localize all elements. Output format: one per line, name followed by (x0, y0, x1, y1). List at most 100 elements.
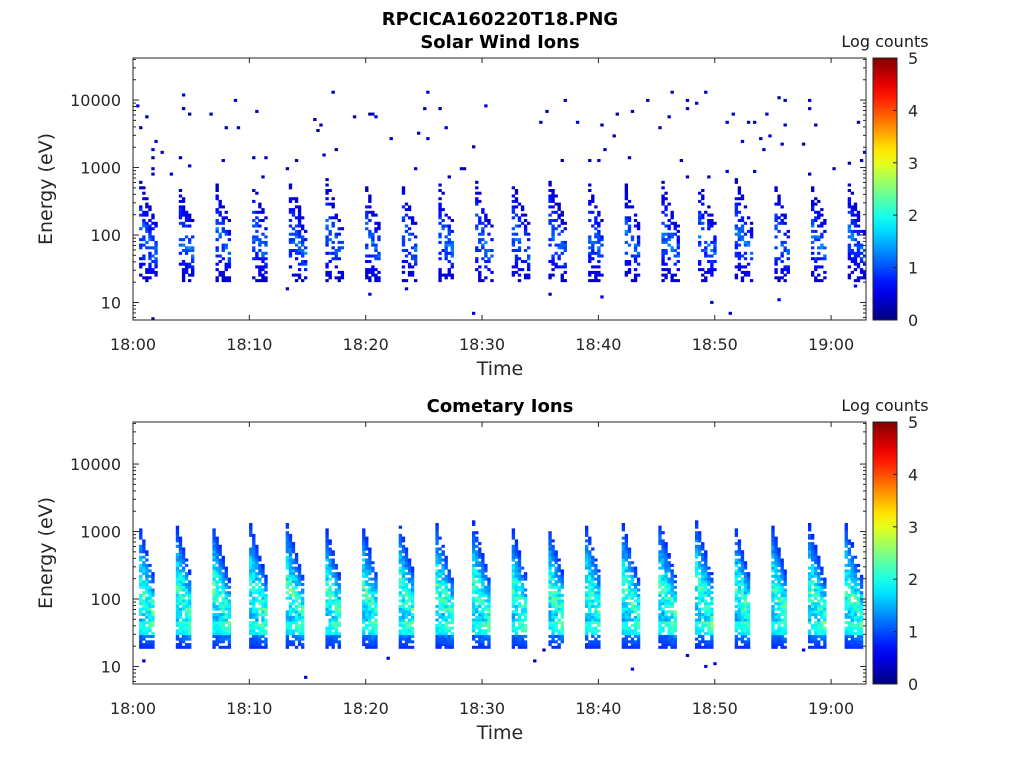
heatmap-cell (258, 270, 262, 274)
heatmap-cell (438, 555, 442, 559)
heatmap-cell (808, 547, 812, 551)
heatmap-cell (856, 626, 861, 630)
heatmap-cell (148, 591, 152, 595)
heatmap-cell (139, 643, 143, 647)
heatmap-cell (215, 637, 219, 641)
heatmap-cell (410, 273, 415, 277)
heatmap-cell (551, 574, 555, 578)
heatmap-cell (661, 539, 665, 543)
heatmap-cell (407, 251, 412, 255)
heatmap-cell (811, 588, 815, 592)
heatmap-cell (517, 634, 522, 638)
heatmap-cell (630, 580, 635, 584)
heatmap-cell (472, 580, 476, 584)
heatmap-cell (661, 626, 665, 630)
heatmap-cell (371, 610, 375, 614)
heatmap-cell (447, 216, 451, 220)
heatmap-cell (636, 580, 641, 584)
heatmap-cell (404, 260, 409, 264)
heatmap-cell (698, 602, 702, 606)
heatmap-cell (288, 569, 293, 573)
heatmap-cell (481, 643, 485, 647)
heatmap-cell (774, 257, 778, 261)
heatmap-cell (737, 596, 742, 600)
heatmap-cell (227, 645, 232, 649)
heatmap-cell (594, 270, 598, 274)
heatmap-cell (490, 249, 494, 253)
heatmap-cell (585, 596, 589, 600)
heatmap-cell (331, 610, 335, 614)
heatmap-cell (777, 569, 781, 573)
heatmap-cell (410, 640, 415, 644)
heatmap-cell (859, 257, 864, 261)
heatmap-cell (695, 574, 699, 578)
heatmap-cell (288, 208, 293, 212)
heatmap-cell (481, 574, 485, 578)
heatmap-cell (817, 213, 821, 217)
heatmap-cell (145, 205, 149, 209)
heatmap-cell (331, 558, 335, 562)
heatmap-cell (630, 254, 635, 258)
heatmap-cell (633, 618, 638, 622)
heatmap-cell (218, 618, 222, 622)
heatmap-cell (585, 533, 589, 537)
heatmap-cell (184, 262, 189, 266)
heatmap-cell (221, 227, 225, 231)
heatmap-cell (215, 238, 219, 242)
heatmap-cell (780, 621, 784, 625)
heatmap-cell (701, 249, 705, 253)
heatmap-cell (441, 637, 445, 641)
heatmap-cell (560, 219, 564, 223)
heatmap-cell (301, 613, 305, 617)
heatmap-cell (368, 210, 372, 214)
heatmap-cell (554, 583, 558, 587)
heatmap-cell (517, 645, 522, 649)
heatmap-cell (328, 563, 332, 567)
heatmap-cell (215, 574, 219, 578)
heatmap-cell (215, 544, 219, 548)
heatmap-cell (221, 596, 225, 600)
heatmap-cell (814, 632, 818, 636)
heatmap-cell (734, 558, 739, 562)
heatmap-cell (472, 520, 476, 524)
heatmap-cell (597, 210, 601, 214)
heatmap-cell (475, 268, 479, 272)
heatmap-cell (664, 618, 668, 622)
heatmap-cell (734, 618, 739, 622)
heatmap-cell (808, 645, 812, 649)
heatmap-cell (178, 640, 183, 644)
heatmap-cell (707, 583, 711, 587)
heatmap-cell (734, 563, 739, 567)
heatmap-cell (151, 593, 155, 597)
heatmap-cell (560, 210, 564, 214)
heatmap-cell (288, 629, 293, 633)
heatmap-cell (252, 604, 256, 608)
heatmap-cell (285, 555, 290, 559)
heatmap-cell (713, 238, 717, 242)
heatmap-cell (365, 246, 369, 250)
heatmap-cell (188, 591, 192, 595)
heatmap-cell (151, 604, 155, 608)
heatmap-cell (554, 550, 558, 554)
heatmap-cell (517, 249, 522, 253)
heatmap-cell (151, 246, 155, 250)
heatmap-cell (621, 577, 626, 581)
heatmap-cell (184, 216, 189, 220)
heatmap-cell (224, 577, 228, 581)
x-tick-label: 18:10 (226, 699, 272, 718)
heatmap-cell (853, 607, 858, 611)
heatmap-cell (707, 632, 711, 636)
heatmap-cell (707, 640, 711, 644)
heatmap-cell (227, 615, 232, 619)
heatmap-cell (175, 539, 180, 543)
heatmap-cell (695, 544, 699, 548)
heatmap-cell (261, 251, 265, 255)
heatmap-cell (328, 629, 332, 633)
heatmap-cell (591, 634, 595, 638)
heatmap-cell (780, 588, 784, 592)
heatmap-cell (258, 219, 262, 223)
heatmap-cell (585, 528, 589, 532)
heatmap-cell (527, 265, 531, 269)
heatmap-cell (823, 607, 827, 611)
heatmap-cell (301, 610, 305, 614)
